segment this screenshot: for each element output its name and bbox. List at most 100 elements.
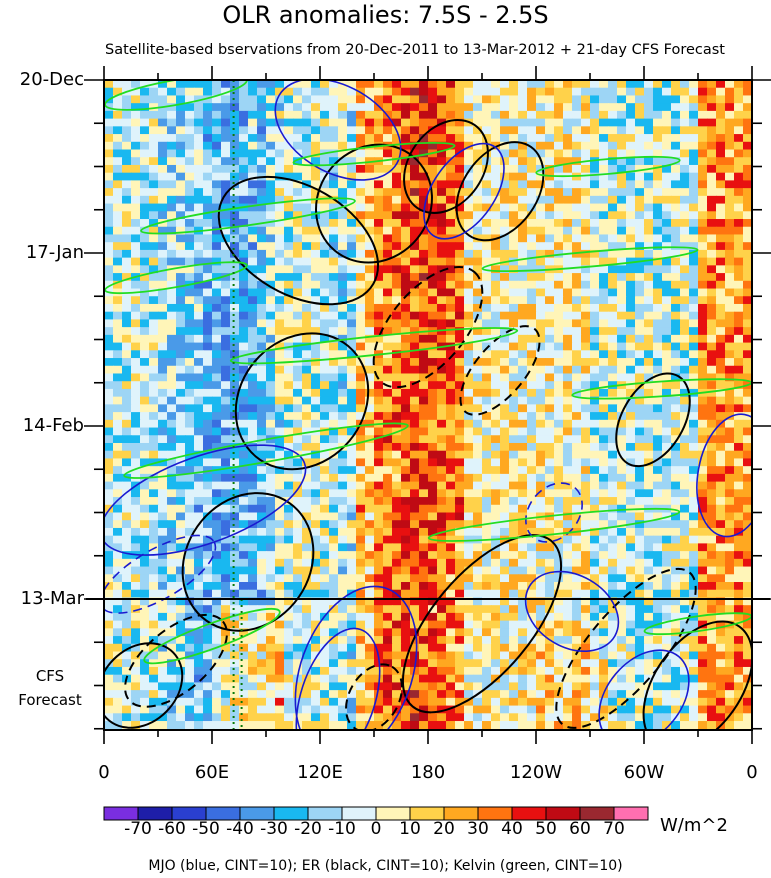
heatmap-cell [662, 574, 672, 583]
heatmap-cell [527, 126, 537, 135]
heatmap-cell [536, 141, 546, 151]
heatmap-cell [230, 481, 240, 490]
heatmap-cell [527, 334, 537, 344]
heatmap-cell [383, 373, 393, 382]
heatmap-cell [554, 597, 564, 606]
heatmap-cell [698, 265, 708, 274]
heatmap-cell [230, 249, 240, 259]
heatmap-cell [347, 164, 357, 174]
heatmap-cell [338, 450, 348, 460]
heatmap-cell [590, 520, 600, 529]
heatmap-cell [635, 280, 645, 290]
heatmap-cell [320, 582, 330, 591]
heatmap-cell [383, 481, 393, 490]
heatmap-cell [437, 388, 447, 398]
heatmap-cell [176, 535, 186, 544]
heatmap-cell [401, 582, 411, 591]
heatmap-cell [338, 141, 348, 151]
heatmap-cell [419, 551, 429, 560]
heatmap-cell [293, 342, 303, 351]
heatmap-cell [284, 535, 294, 544]
heatmap-cell [104, 134, 114, 143]
heatmap-cell [176, 180, 186, 189]
heatmap-cell [113, 388, 123, 398]
heatmap-cell [257, 80, 267, 89]
heatmap-cell [338, 257, 348, 266]
heatmap-cell [536, 381, 546, 390]
heatmap-cell [698, 605, 708, 614]
heatmap-cell [743, 489, 752, 498]
heatmap-cell [239, 118, 249, 127]
heatmap-cell [464, 450, 474, 460]
heatmap-cell [743, 342, 752, 351]
heatmap-cell [329, 126, 339, 135]
heatmap-cell [338, 381, 348, 390]
heatmap-cell [329, 527, 339, 537]
heatmap-cell [266, 612, 276, 622]
heatmap-cell [203, 358, 213, 367]
heatmap-cell [617, 126, 627, 135]
heatmap-cell [455, 473, 465, 483]
heatmap-cell [311, 219, 321, 228]
heatmap-cell [644, 419, 654, 429]
heatmap-cell [527, 234, 537, 243]
heatmap-cell [365, 543, 375, 552]
heatmap-cell [329, 103, 339, 112]
heatmap-cell [302, 242, 312, 251]
heatmap-cell [563, 95, 573, 104]
heatmap-cell [248, 512, 258, 521]
heatmap-cell [248, 273, 258, 282]
heatmap-cell [599, 203, 609, 212]
heatmap-cell [725, 342, 735, 351]
heatmap-cell [509, 589, 519, 599]
heatmap-cell [644, 273, 654, 282]
heatmap-cell [230, 87, 240, 97]
heatmap-cell [122, 589, 132, 599]
heatmap-cell [581, 342, 591, 351]
heatmap-cell [230, 134, 240, 143]
heatmap-cell [572, 589, 582, 599]
heatmap-cell [590, 473, 600, 483]
heatmap-cell [419, 435, 429, 444]
heatmap-cell [401, 249, 411, 259]
heatmap-cell [572, 296, 582, 305]
heatmap-cell [644, 388, 654, 398]
heatmap-cell [329, 157, 339, 166]
heatmap-cell [473, 134, 483, 143]
heatmap-cell [257, 203, 267, 212]
heatmap-cell [311, 574, 321, 583]
heatmap-cell [365, 203, 375, 212]
heatmap-cell [203, 497, 213, 506]
heatmap-cell [662, 87, 672, 97]
heatmap-cell [365, 512, 375, 521]
heatmap-cell [572, 265, 582, 274]
heatmap-cell [203, 427, 213, 436]
heatmap-cell [725, 311, 735, 321]
heatmap-cell [446, 303, 456, 313]
heatmap-cell [725, 473, 735, 483]
heatmap-cell [437, 481, 447, 490]
heatmap-cell [572, 373, 582, 382]
heatmap-cell [626, 404, 636, 413]
heatmap-cell [212, 103, 222, 112]
heatmap-cell [320, 442, 330, 452]
heatmap-cell [293, 520, 303, 529]
heatmap-cell [185, 551, 195, 560]
heatmap-cell [392, 350, 402, 359]
heatmap-cell [419, 358, 429, 367]
heatmap-cell [401, 219, 411, 228]
heatmap-cell [275, 327, 285, 336]
heatmap-cell [599, 149, 609, 158]
heatmap-cell [734, 257, 744, 266]
heatmap-cell [383, 574, 393, 583]
heatmap-cell [104, 157, 114, 166]
heatmap-cell [140, 164, 150, 174]
heatmap-cell [131, 589, 141, 599]
heatmap-cell [329, 404, 339, 413]
heatmap-cell [644, 118, 654, 127]
heatmap-cell [194, 388, 204, 398]
heatmap-cell [608, 512, 618, 521]
heatmap-cell [140, 249, 150, 259]
heatmap-cell [644, 126, 654, 135]
heatmap-cell [158, 373, 168, 382]
